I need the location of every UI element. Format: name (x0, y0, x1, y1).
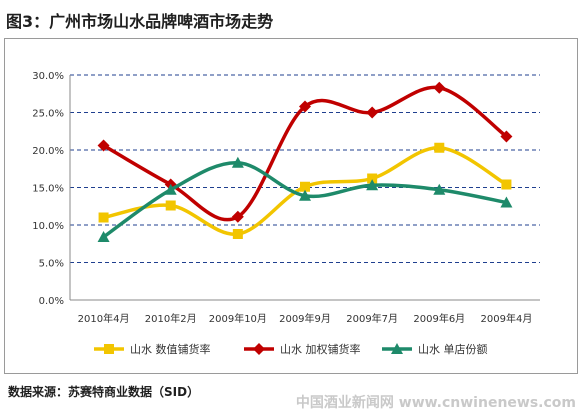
data-point (98, 212, 109, 223)
y-tick-label: 10.0% (32, 221, 64, 232)
data-point (97, 231, 110, 242)
legend-label: 山水 单店份额 (418, 342, 488, 356)
data-point (231, 210, 244, 223)
x-tick-label: 2010年4月 (78, 312, 130, 325)
data-point (300, 181, 310, 192)
legend-label: 山水 数值铺货率 (130, 342, 211, 356)
legend: 山水 数值铺货率 山水 加权铺货率 山水 单店份额 (94, 342, 488, 356)
x-tick-label: 2009年10月 (209, 312, 267, 325)
x-tick-label: 2010年2月 (145, 312, 197, 325)
data-point (104, 344, 114, 354)
data-point (164, 183, 177, 195)
y-tick-label: 0.0% (39, 296, 64, 307)
data-point (500, 196, 513, 208)
data-point (299, 100, 311, 113)
data-point (434, 142, 445, 153)
series (97, 81, 513, 223)
data-point (299, 189, 311, 201)
data-point (501, 179, 512, 190)
y-tick-label: 30.0% (32, 71, 64, 82)
data-source-note: 数据来源：苏赛特商业数据（SID） (8, 385, 200, 399)
data-point (97, 139, 110, 152)
data-point (500, 130, 513, 143)
x-axis-ticks: 2010年4月 2010年2月 2009年10月 2009年9月 2009年7月 2009… (78, 312, 533, 325)
line-chart: 0.0% 5.0% 10.0% 15.0% 20.0% 25.0% 30.0% 2010年4… (32, 71, 540, 356)
data-point (366, 179, 379, 191)
data-point (253, 343, 265, 355)
data-point (232, 229, 243, 239)
x-tick-label: 2009年4月 (481, 312, 533, 325)
data-point (433, 183, 446, 195)
legend-label: 山水 加权铺货率 (280, 342, 361, 356)
data-point (367, 173, 378, 184)
chart-title: 图3：广州市场山水品牌啤酒市场走势 (6, 12, 274, 31)
data-point (433, 81, 446, 94)
series (98, 142, 512, 239)
axes (69, 75, 540, 301)
series-lines (97, 81, 513, 242)
data-point (231, 156, 244, 168)
y-tick-label: 20.0% (32, 146, 64, 157)
y-tick-label: 25.0% (32, 109, 64, 120)
watermark: 中国酒业新闻网 www.cnwinenews.com (295, 395, 576, 411)
legend-item: 山水 数值铺货率 (94, 342, 211, 356)
y-axis-ticks: 0.0% 5.0% 10.0% 15.0% 20.0% 25.0% 30.0% (32, 71, 64, 307)
y-tick-label: 15.0% (32, 184, 64, 195)
data-point (366, 106, 379, 119)
series (97, 156, 513, 242)
x-tick-label: 2009年6月 (413, 312, 465, 325)
legend-item: 山水 加权铺货率 (244, 342, 361, 356)
x-tick-label: 2009年7月 (346, 312, 398, 325)
x-tick-label: 2009年9月 (279, 312, 331, 325)
chart-frame (4, 38, 578, 374)
data-point (391, 343, 403, 354)
y-tick-label: 5.0% (39, 259, 64, 270)
data-point (165, 200, 176, 211)
legend-item: 山水 单店份额 (382, 342, 488, 356)
